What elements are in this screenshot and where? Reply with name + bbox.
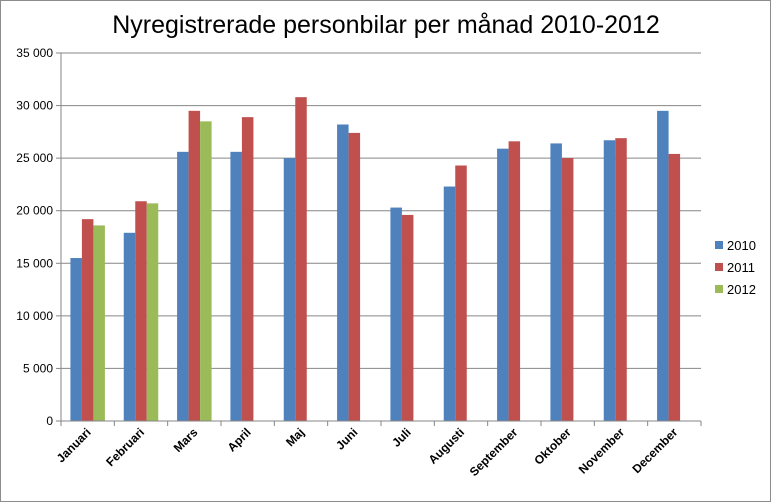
x-tick-label-maj: Maj: [283, 425, 307, 449]
y-axis-ticks: 0 5 000 10 000 15 000 20 000 25 000 30 000 35 0…: [16, 46, 61, 428]
bar-2011-juli: [401, 214, 414, 421]
bar-2011-oktober: [561, 158, 574, 421]
bar-2011-juni: [348, 132, 361, 421]
legend-swatch-2011: [715, 263, 723, 271]
x-tick-label-mars: Mars: [171, 425, 201, 455]
x-axis-labels: Januari Februari Mars April Maj Juni Juli Augus…: [54, 421, 702, 479]
y-tick-label: 25 000: [16, 151, 53, 165]
y-tick-label: 20 000: [16, 204, 53, 218]
bar-2010-april: [230, 151, 242, 421]
x-tick-label-juni: Juni: [333, 425, 360, 452]
legend: 2010 2011 2012: [715, 238, 756, 297]
legend-label-2010: 2010: [727, 238, 756, 253]
bar-2011-april: [241, 117, 254, 421]
y-tick-label: 0: [46, 414, 53, 428]
x-tick-label-november: November: [576, 425, 628, 477]
x-tick-label-augusti: Augusti: [426, 425, 467, 466]
bar-2010-mars: [177, 151, 189, 421]
chart-title: Nyregistrerade personbilar per månad 201…: [112, 11, 660, 39]
bar-2010-juni: [337, 124, 349, 422]
y-tick-label: 5 000: [23, 361, 53, 375]
bar-2010-februari: [123, 232, 136, 421]
bar-2010-december: [657, 110, 669, 421]
y-tick-label: 10 000: [16, 309, 53, 323]
x-tick-label-september: September: [467, 425, 521, 479]
x-tick-label-februari: Februari: [103, 425, 147, 469]
x-tick-label-januari: Januari: [54, 425, 94, 465]
x-tick-label-juli: Juli: [389, 425, 414, 450]
bar-2010-september: [497, 148, 509, 421]
bar-2010-januari: [70, 258, 82, 421]
x-tick-label-oktober: Oktober: [531, 425, 574, 468]
bar-2012-februari: [146, 203, 159, 421]
x-tick-label-december: December: [630, 425, 681, 476]
bar-2012-januari: [93, 225, 105, 421]
legend-swatch-2012: [715, 285, 723, 293]
bar-2011-augusti: [455, 165, 467, 421]
bar-2011-januari: [81, 219, 94, 421]
bar-2010-maj: [283, 158, 296, 421]
bar-2010-juli: [390, 207, 402, 421]
y-tick-label: 30 000: [16, 99, 53, 113]
y-tick-label: 15 000: [16, 256, 53, 270]
y-tick-label: 35 000: [16, 46, 53, 60]
bar-2012-mars: [200, 121, 212, 421]
gridlines: [61, 52, 701, 369]
bar-2011-maj: [295, 97, 307, 421]
bar-2010-augusti: [443, 186, 456, 421]
bar-2011-september: [508, 141, 521, 421]
x-tick-label-april: April: [225, 425, 254, 454]
legend-label-2011: 2011: [727, 260, 755, 275]
bar-2010-oktober: [550, 143, 562, 421]
bar-2010-november: [603, 140, 616, 422]
bar-2011-november: [615, 138, 627, 421]
bar-2011-december: [668, 153, 681, 422]
legend-swatch-2010: [715, 241, 723, 249]
bars: [70, 97, 681, 422]
bar-2011-februari: [135, 201, 147, 421]
legend-label-2012: 2012: [727, 282, 756, 297]
bar-2011-mars: [188, 110, 201, 421]
